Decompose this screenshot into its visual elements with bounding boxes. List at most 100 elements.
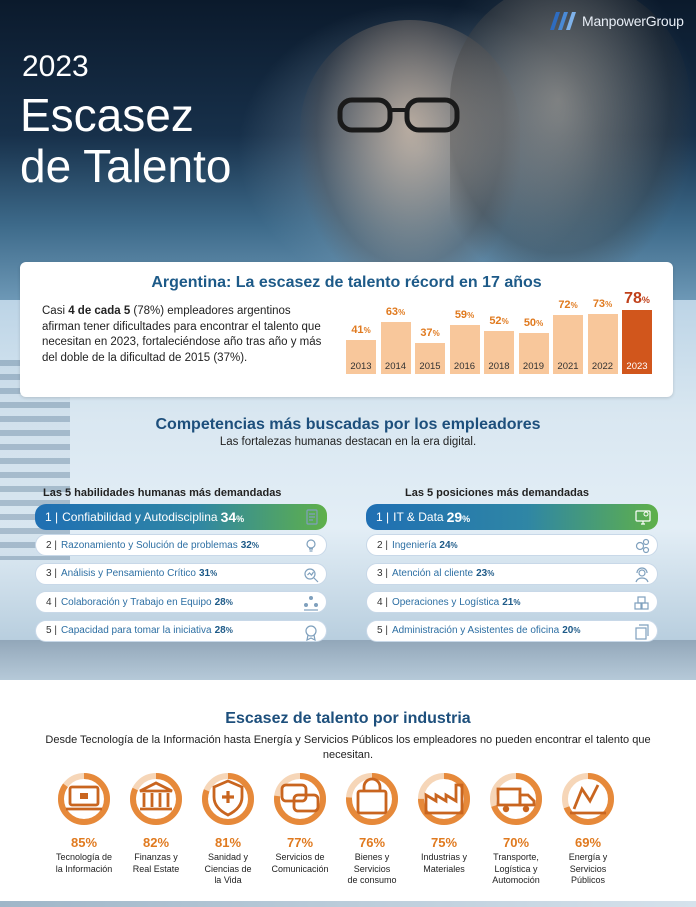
bar-group-2014: 63% 2014 (380, 262, 411, 397)
lightbulb-icon (306, 539, 316, 552)
bar-value-label: 78% (624, 290, 650, 307)
donut-chart (130, 773, 182, 825)
donut-value-arc (58, 773, 110, 825)
donut-value-arc (130, 773, 182, 825)
laptop-lock-icon (66, 785, 102, 811)
bar-group-2015: 37% 2015 (415, 262, 445, 397)
rank-number: 1 | (45, 510, 59, 524)
industria-percent: 85% (70, 835, 98, 850)
bar-2016 (449, 325, 480, 374)
industria-item: 69% Energía y Servicios Públicos (552, 773, 624, 887)
bar-value-label: 63% (385, 306, 406, 318)
energy-icon (570, 784, 606, 815)
competencias-subtitle: Las fortalezas humanas destacan en la er… (219, 436, 477, 448)
bar-2023 (622, 310, 652, 374)
industria-label: Industrias y Materiales (420, 852, 468, 874)
rank-number: 5 | (46, 625, 57, 636)
bar-2014 (380, 322, 411, 374)
bar-value-label: 59% (454, 309, 475, 321)
industria-percent: 76% (358, 835, 386, 850)
team-icon (304, 596, 318, 611)
donut-chart (418, 773, 470, 825)
industria-label: Transporte, Logística y Automoción (492, 852, 540, 885)
industria-label: Finanzas y Real Estate (132, 852, 180, 874)
item-percent: 23% (476, 568, 495, 579)
bar-value-label: 73% (592, 298, 613, 310)
donut-value-arc (346, 773, 398, 825)
bar-group-2022: 73% 2022 (587, 262, 618, 397)
bar-group-2013: 41% 2013 (346, 262, 376, 397)
argentina-text-rest: (78%) empleadores argentinos afirman ten… (42, 305, 322, 364)
item-percent: 20% (562, 625, 581, 636)
industria-subtitle: Desde Tecnología de la Información hasta… (45, 734, 651, 761)
item-label: IT & Data (393, 510, 444, 524)
bar-2019 (518, 333, 549, 374)
truck-icon (496, 787, 536, 813)
item-percent: 21% (502, 596, 521, 608)
list-item: 2 | Ingeniería 24% (366, 534, 658, 556)
industria-percent: 70% (502, 835, 530, 850)
checklist-icon (306, 509, 318, 525)
item-percent: 31% (199, 568, 218, 579)
glasses-icon (337, 97, 460, 133)
donut-chart (562, 773, 614, 825)
report-year: 2023 (22, 50, 89, 83)
list-item: 3 | Atención al cliente 23% (366, 562, 658, 585)
industria-percent: 75% (430, 835, 458, 850)
list-item: 4 | Colaboración y Trabajo en Equipo 28% (35, 591, 327, 613)
bar-year-label: 2018 (488, 361, 510, 372)
award-icon (305, 624, 317, 641)
item-label: Administración y Asistentes de oficina (391, 625, 560, 636)
rank-number: 1 | (376, 510, 390, 524)
brand-name: ManpowerGroup (582, 13, 684, 29)
item-label: Colaboración y Trabajo en Equipo (60, 596, 212, 608)
donut-value-arc (418, 773, 470, 825)
donut-chart (202, 773, 254, 825)
bar-year-label: 2014 (384, 361, 407, 372)
bottom-border (0, 901, 696, 907)
industria-item: 76% Bienes y Servicios de consumo (336, 773, 408, 887)
rank-number: 2 | (377, 539, 388, 551)
bar-year-label: 2019 (522, 361, 545, 372)
bar-2021 (553, 315, 583, 374)
rank-number: 3 | (377, 568, 388, 579)
street-background (0, 640, 696, 680)
item-percent: 28% (214, 596, 233, 608)
list-item: 3 | Análisis y Pensamiento Crítico 31% (35, 562, 327, 585)
bar-value-label: 52% (489, 315, 509, 327)
bar-group-2018: 52% 2018 (484, 262, 514, 397)
bar-value-label: 37% (420, 327, 440, 339)
item-label: Confiabilidad y Autodisciplina (62, 510, 218, 524)
industria-item: 81% Sanidad y Ciencias de la Vida (192, 773, 264, 887)
monitor-gear-icon (635, 510, 651, 525)
bar-year-label: 2023 (626, 361, 648, 372)
posiciones-title: Las 5 posiciones más demandadas (405, 487, 590, 499)
argentina-card: Argentina: La escasez de talento récord … (20, 262, 673, 397)
industria-item: 75% Industrias y Materiales (408, 773, 480, 875)
item-percent: 29% (446, 509, 471, 525)
shopping-bag-icon (356, 777, 388, 815)
argentina-title: Argentina: La escasez de talento récord … (151, 274, 542, 291)
item-percent: 24% (439, 539, 458, 551)
argentina-bar-chart: 41% 2013 63% 2014 37% 2015 59% 2016 52% 2018 50% 20… (346, 262, 676, 397)
industria-label: Energía y Servicios Públicos (568, 852, 608, 885)
magnifier-chart-icon (304, 567, 319, 582)
donut-chart (346, 773, 398, 825)
page-title-line2: de Talento (20, 140, 232, 192)
industria-item: 85% Tecnología de la Información (48, 773, 120, 875)
bar-year-label: 2013 (350, 361, 372, 372)
industria-percent: 69% (574, 835, 602, 850)
item-label: Ingeniería (391, 539, 437, 551)
industria-label: Sanidad y Ciencias de la Vida (204, 852, 252, 885)
rank-number: 4 | (377, 596, 388, 608)
list-item: 1 | IT & Data 29% (366, 504, 658, 530)
industria-label: Tecnología de la Información (55, 852, 113, 874)
bar-value-label: 72% (558, 299, 578, 311)
bank-chart-icon (139, 781, 173, 811)
bar-group-2021: 72% 2021 (553, 262, 583, 397)
factory-icon (424, 783, 464, 815)
industria-label: Bienes y Servicios de consumo (347, 852, 397, 885)
bar-value-label: 50% (523, 317, 544, 329)
donut-value-arc (202, 773, 254, 825)
bar-2022 (587, 314, 618, 374)
